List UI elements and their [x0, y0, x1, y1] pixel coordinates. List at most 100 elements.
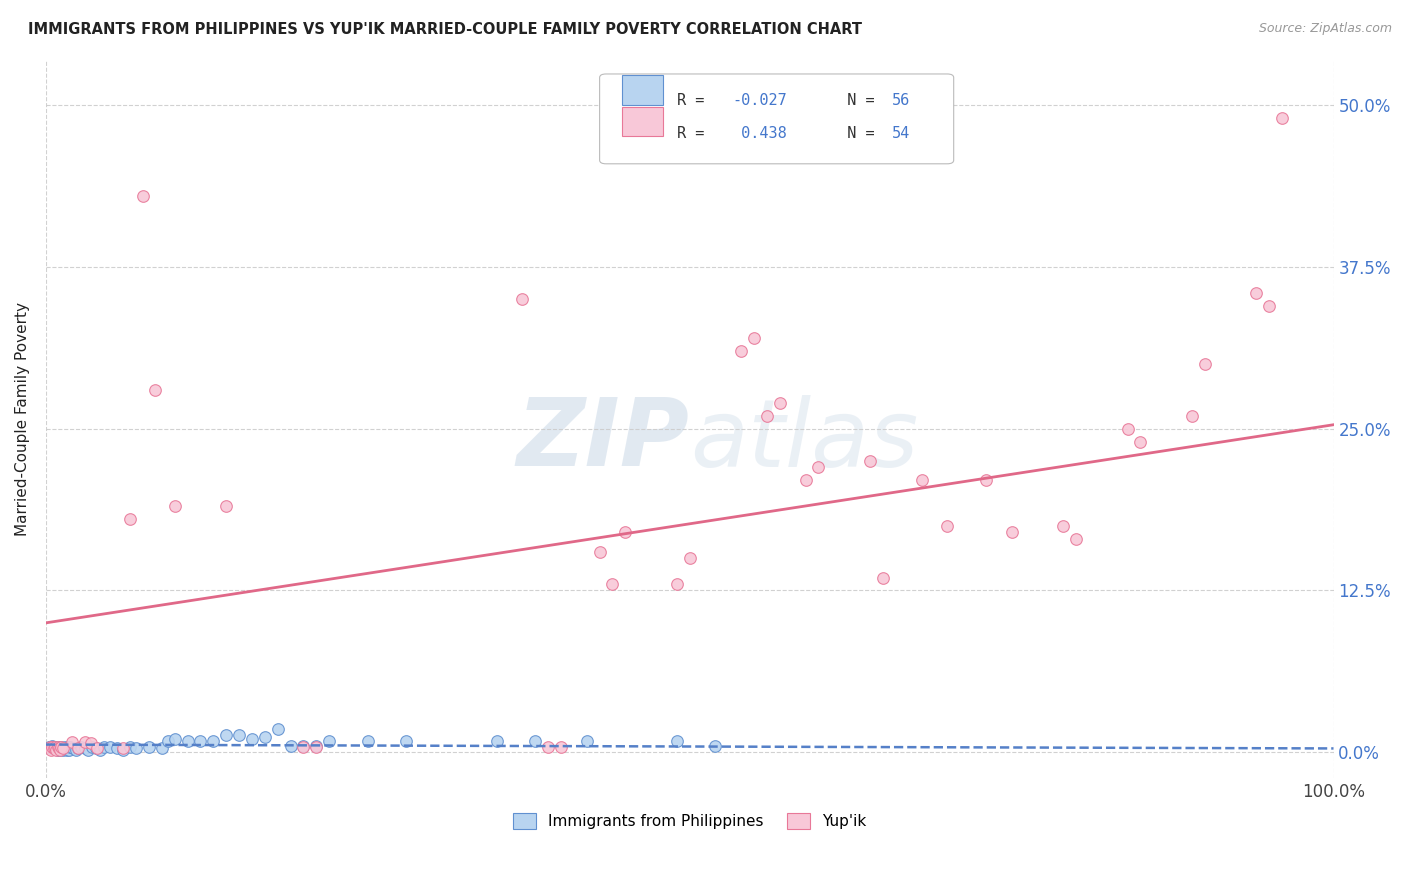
Point [292, 740, 315, 755]
Text: N =: N = [828, 126, 883, 141]
Point [974, 474, 997, 488]
Bar [621, 75, 662, 105]
Point [45, 743, 67, 757]
Point [537, 740, 560, 755]
Point [118, 740, 141, 755]
Text: Source: ZipAtlas.com: Source: ZipAtlas.com [1258, 22, 1392, 36]
Text: 54: 54 [891, 126, 910, 141]
Point [73, 735, 96, 749]
Point [318, 733, 340, 747]
Point [794, 474, 817, 488]
Point [49, 743, 72, 757]
Point [77, 743, 100, 757]
Point [38, 740, 60, 755]
Point [305, 740, 328, 755]
Point [52, 741, 75, 756]
Point [45, 740, 67, 755]
Text: R =: R = [676, 94, 713, 108]
Point [39, 741, 62, 756]
Point [679, 551, 702, 566]
Point [38, 740, 60, 755]
Point [1246, 285, 1268, 300]
Point [1258, 299, 1281, 313]
Point [807, 460, 830, 475]
Point [41, 739, 63, 753]
Point [150, 741, 173, 756]
Point [48, 741, 70, 756]
Point [769, 395, 792, 409]
Point [1271, 111, 1294, 125]
Point [756, 409, 779, 423]
Point [190, 733, 212, 747]
Point [1064, 532, 1087, 546]
Point [42, 741, 65, 756]
Text: 0.438: 0.438 [733, 126, 787, 141]
Point [550, 740, 572, 755]
Point [48, 740, 70, 755]
Point [292, 739, 315, 753]
Point [42, 740, 65, 755]
Point [125, 741, 148, 756]
Point [89, 743, 111, 757]
Legend: Immigrants from Philippines, Yup'ik: Immigrants from Philippines, Yup'ik [508, 807, 872, 835]
Point [357, 733, 380, 747]
Point [51, 740, 73, 755]
Point [1129, 434, 1152, 449]
Point [910, 474, 932, 488]
Point [665, 733, 688, 747]
Point [44, 740, 66, 755]
Point [240, 732, 263, 747]
Point [742, 331, 765, 345]
Text: R =: R = [676, 126, 713, 141]
Point [55, 743, 77, 757]
Point [58, 743, 80, 757]
Point [704, 739, 727, 753]
Point [82, 740, 104, 755]
Point [69, 740, 91, 755]
Point [46, 740, 69, 755]
Point [145, 383, 167, 397]
Point [936, 518, 959, 533]
Point [56, 740, 79, 755]
Point [65, 743, 87, 757]
Text: -0.027: -0.027 [733, 94, 787, 108]
Point [202, 733, 225, 747]
Point [46, 743, 69, 757]
Point [84, 741, 107, 756]
Point [280, 739, 302, 753]
Text: IMMIGRANTS FROM PHILIPPINES VS YUP'IK MARRIED-COUPLE FAMILY POVERTY CORRELATION : IMMIGRANTS FROM PHILIPPINES VS YUP'IK MA… [28, 22, 862, 37]
Point [93, 740, 115, 755]
Point [665, 577, 688, 591]
Point [73, 741, 96, 756]
Text: ZIP: ZIP [517, 394, 690, 486]
Point [588, 544, 610, 558]
Point [305, 739, 328, 753]
Point [118, 512, 141, 526]
Point [131, 188, 153, 202]
Point [215, 500, 238, 514]
Point [614, 525, 637, 540]
FancyBboxPatch shape [599, 74, 953, 164]
Point [228, 729, 250, 743]
Point [730, 343, 752, 358]
Point [53, 740, 76, 755]
Point [163, 500, 186, 514]
Point [176, 733, 198, 747]
Text: N =: N = [828, 94, 883, 108]
Point [38, 740, 60, 755]
Point [602, 577, 624, 591]
Point [859, 454, 882, 468]
Bar [621, 107, 662, 136]
Point [485, 733, 508, 747]
Point [267, 722, 290, 736]
Point [41, 740, 63, 755]
Point [98, 740, 121, 755]
Point [44, 741, 66, 756]
Point [80, 736, 103, 750]
Point [1116, 422, 1139, 436]
Text: atlas: atlas [690, 395, 918, 486]
Point [512, 292, 534, 306]
Point [524, 733, 547, 747]
Point [67, 741, 90, 756]
Point [53, 741, 76, 756]
